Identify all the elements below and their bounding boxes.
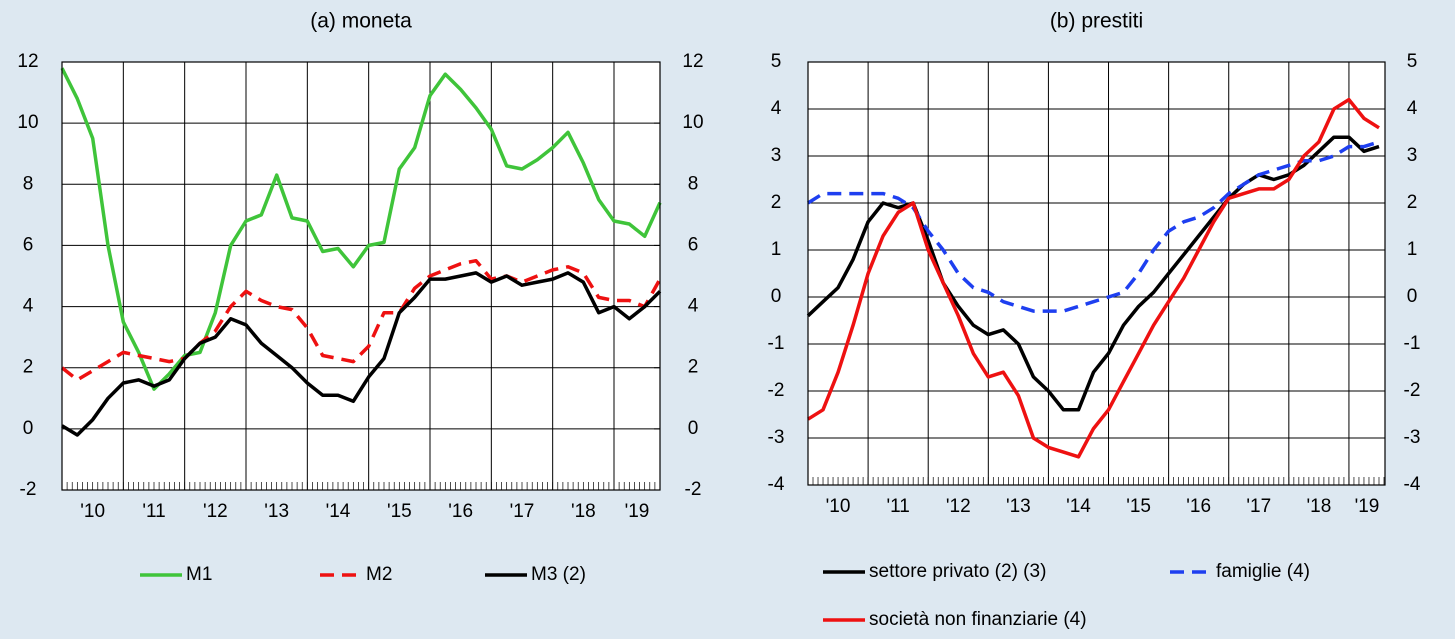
y2-tick-label: -3 — [1404, 427, 1421, 448]
x-tick-label: '11 — [142, 501, 165, 522]
x-tick-label: '17 — [1246, 496, 1271, 517]
y-tick-label: 10 — [17, 112, 38, 133]
x-tick-label: '10 — [80, 501, 105, 522]
x-tick-label: '12 — [203, 501, 228, 522]
legend-label: M1 — [186, 564, 212, 585]
plot-border — [61, 61, 661, 491]
y-tick-label: -2 — [20, 479, 37, 500]
x-tick-label: '16 — [448, 501, 473, 522]
legend-label: settore privato (2) (3) — [869, 561, 1046, 582]
y2-tick-label: 0 — [1407, 286, 1418, 307]
y2-tick-label: 8 — [688, 173, 699, 194]
legend-label: famiglie (4) — [1216, 561, 1310, 582]
y-tick-label: 12 — [17, 51, 38, 72]
x-tick-label: '19 — [625, 501, 650, 522]
series-line — [807, 140, 1380, 313]
x-tick-label: '18 — [1307, 496, 1332, 517]
y2-tick-label: 3 — [1407, 145, 1418, 166]
y-tick-label: 0 — [23, 418, 34, 439]
y-tick-label: 6 — [23, 234, 34, 255]
y-tick-label: 2 — [771, 192, 782, 213]
y2-tick-label: 1 — [1407, 239, 1418, 260]
x-tick-label: '13 — [264, 501, 289, 522]
y-tick-label: 0 — [771, 286, 782, 307]
y-tick-label: 4 — [23, 296, 34, 317]
series-line — [806, 135, 1380, 412]
x-tick-label: '17 — [510, 501, 535, 522]
legend-label: società non finanziarie (4) — [869, 609, 1087, 630]
y2-tick-label: -2 — [1404, 380, 1421, 401]
y2-tick-label: -4 — [1404, 474, 1421, 495]
y2-tick-label: 2 — [1407, 192, 1418, 213]
y-tick-label: -3 — [768, 427, 785, 448]
y2-tick-label: 5 — [1407, 51, 1418, 72]
y2-tick-label: 4 — [1407, 98, 1418, 119]
x-tick-label: '14 — [326, 501, 351, 522]
legend-label: M3 (2) — [531, 564, 586, 585]
legend-label: M2 — [366, 564, 392, 585]
y-tick-label: -2 — [768, 380, 785, 401]
y-tick-label: 2 — [23, 357, 34, 378]
y2-tick-label: 4 — [688, 296, 699, 317]
x-tick-label: '12 — [946, 496, 971, 517]
y-tick-label: -1 — [768, 333, 785, 354]
y2-tick-label: 0 — [688, 418, 699, 439]
series-line — [61, 271, 662, 437]
y-tick-label: 3 — [771, 145, 782, 166]
x-tick-label: '13 — [1006, 496, 1031, 517]
y2-tick-label: 12 — [682, 51, 703, 72]
series-line — [60, 258, 662, 382]
y-tick-label: 1 — [771, 239, 782, 260]
y-tick-label: 5 — [771, 51, 782, 72]
chart-title: (b) prestiti — [1050, 10, 1143, 33]
series-line — [807, 97, 1380, 459]
x-tick-label: '15 — [387, 501, 412, 522]
x-tick-label: '15 — [1126, 496, 1151, 517]
x-tick-label: '14 — [1066, 496, 1091, 517]
y2-tick-label: 10 — [682, 112, 703, 133]
y-tick-label: 8 — [23, 173, 34, 194]
y2-tick-label: 6 — [688, 234, 699, 255]
y2-tick-label: -1 — [1404, 333, 1421, 354]
y-tick-label: -4 — [768, 474, 785, 495]
x-tick-label: '18 — [571, 501, 596, 522]
x-tick-label: '11 — [886, 496, 909, 517]
y2-tick-label: -2 — [685, 479, 702, 500]
x-tick-label: '19 — [1355, 496, 1380, 517]
y-tick-label: 4 — [771, 98, 782, 119]
x-tick-label: '10 — [826, 496, 851, 517]
x-tick-label: '16 — [1186, 496, 1211, 517]
plot-border — [807, 61, 1386, 486]
plot-area — [808, 62, 1385, 485]
y2-tick-label: 2 — [688, 357, 699, 378]
chart-title: (a) moneta — [310, 10, 412, 33]
